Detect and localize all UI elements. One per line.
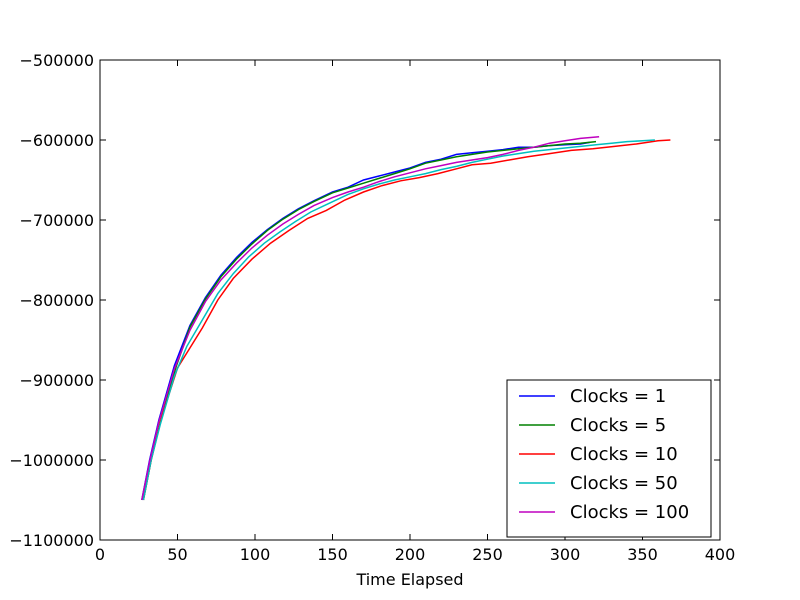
y-tick-label: −1000000 xyxy=(9,451,94,470)
y-tick-label: −1100000 xyxy=(9,531,94,550)
legend-label-4: Clocks = 100 xyxy=(570,502,689,523)
x-tick-label: 250 xyxy=(472,545,503,564)
legend: Clocks = 1 Clocks = 5 Clocks = 10 Clocks = … xyxy=(506,379,712,538)
x-tick-label: 150 xyxy=(317,545,348,564)
x-tick-label: 350 xyxy=(627,545,658,564)
series-line-1 xyxy=(142,140,597,501)
x-tick-label: 400 xyxy=(705,545,736,564)
y-tick-label: −500000 xyxy=(20,51,94,70)
y-tick-label: −600000 xyxy=(20,131,94,150)
y-tick-label: −800000 xyxy=(20,291,94,310)
x-tick-label: 50 xyxy=(167,545,187,564)
series-line-2 xyxy=(142,139,671,501)
x-tick-label: 100 xyxy=(240,545,271,564)
x-tick-label: 200 xyxy=(395,545,426,564)
ticks-layer: 0 50 100 150 200 250 300 350 400 −1100000 −1000000… xyxy=(9,51,735,564)
y-tick-label: −700000 xyxy=(20,211,94,230)
series-line-0 xyxy=(141,141,590,501)
series-line-4 xyxy=(141,136,600,501)
legend-label-2: Clocks = 10 xyxy=(570,444,678,465)
series-line-3 xyxy=(142,139,655,501)
legend-label-0: Clocks = 1 xyxy=(570,386,666,407)
legend-box xyxy=(506,379,712,538)
x-axis-label: Time Elapsed xyxy=(355,570,463,589)
x-tick-label: 300 xyxy=(550,545,581,564)
legend-label-3: Clocks = 50 xyxy=(570,473,678,494)
y-tick-label: −900000 xyxy=(20,371,94,390)
series-layer xyxy=(141,136,671,501)
legend-label-1: Clocks = 5 xyxy=(570,415,666,436)
x-tick-label: 0 xyxy=(95,545,105,564)
